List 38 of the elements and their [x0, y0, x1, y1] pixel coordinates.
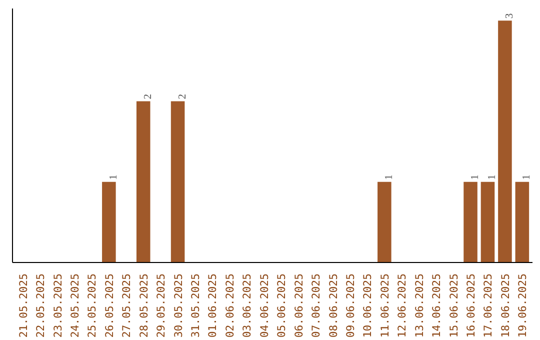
data-label: 1 — [522, 174, 533, 180]
x-tick-label: 17.06.2025 — [482, 274, 495, 338]
x-tick-label: 16.06.2025 — [464, 274, 478, 338]
x-tick-label: 30.05.2025 — [172, 274, 185, 338]
x-tick-label: 09.06.2025 — [344, 274, 357, 338]
x-tick-label: 13.06.2025 — [412, 274, 426, 338]
x-tick-label: 28.05.2025 — [137, 274, 150, 338]
x-tick-label: 23.05.2025 — [51, 274, 64, 338]
data-label: 1 — [108, 174, 120, 180]
x-tick-label: 14.06.2025 — [430, 274, 444, 338]
data-label: 1 — [384, 174, 395, 180]
x-tick-label: 29.05.2025 — [154, 274, 168, 338]
x-tick-label: 01.06.2025 — [206, 274, 220, 338]
x-tick-label: 11.06.2025 — [378, 274, 392, 338]
x-tick-label: 24.05.2025 — [68, 274, 82, 338]
data-label: 1 — [487, 174, 498, 180]
x-tick-label: 05.06.2025 — [275, 274, 288, 338]
x-tick-label: 07.06.2025 — [310, 274, 323, 338]
x-tick-label: 21.05.2025 — [16, 274, 30, 338]
x-tick-label: 22.05.2025 — [34, 274, 48, 338]
x-tick-label: 08.06.2025 — [326, 274, 340, 338]
x-tick-label: 12.06.2025 — [396, 274, 409, 338]
x-tick-label: 06.06.2025 — [292, 274, 306, 338]
x-tick-label: 10.06.2025 — [361, 274, 374, 338]
data-label: 1 — [470, 174, 482, 180]
x-tick-label: 02.06.2025 — [223, 274, 236, 338]
x-tick-label: 19.06.2025 — [516, 274, 530, 338]
x-tick-label: 25.05.2025 — [86, 274, 99, 338]
x-tick-label: 31.05.2025 — [189, 274, 202, 338]
x-tick-label: 15.06.2025 — [447, 274, 460, 338]
data-label: 2 — [142, 94, 154, 100]
x-tick-label: 26.05.2025 — [102, 274, 116, 338]
x-tick-label: 03.06.2025 — [240, 274, 254, 338]
x-tick-label: 27.05.2025 — [120, 274, 134, 338]
data-label: 3 — [504, 13, 516, 19]
x-tick-label: 18.06.2025 — [498, 274, 512, 338]
data-label: 2 — [177, 94, 188, 100]
x-tick-label: 04.06.2025 — [258, 274, 271, 338]
